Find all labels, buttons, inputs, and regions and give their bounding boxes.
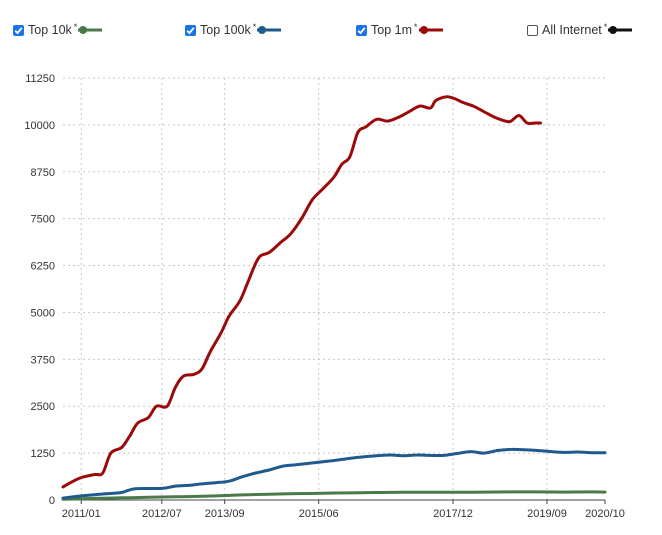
legend-label-top-10k: Top 10k xyxy=(28,23,72,37)
legend-item-top-100k[interactable]: Top 100k * xyxy=(185,22,282,38)
x-tick-label: 2020/10 xyxy=(585,508,625,520)
series-line-top-1m xyxy=(61,95,542,489)
x-tick-label: 2011/01 xyxy=(62,508,101,520)
series-line-top-100k xyxy=(61,447,607,500)
checkbox-top-1m[interactable] xyxy=(356,24,367,36)
y-tick-label: 7500 xyxy=(31,214,55,226)
y-tick-label: 3750 xyxy=(31,354,55,366)
x-tick-label: 2019/09 xyxy=(527,508,567,520)
checkbox-top-100k[interactable] xyxy=(185,24,196,36)
legend-marker-top-10k: * xyxy=(73,22,78,32)
legend-item-top-10k[interactable]: Top 10k * xyxy=(13,22,103,38)
y-tick-label: 11250 xyxy=(25,73,55,85)
y-tick-label: 5000 xyxy=(31,307,55,319)
checkbox-top-10k[interactable] xyxy=(13,24,24,36)
legend-item-top-1m[interactable]: Top 1m * xyxy=(356,22,443,38)
series-line-top-10k xyxy=(61,490,607,501)
legend-item-all-internet[interactable]: All Internet * xyxy=(527,22,633,38)
checkmark-icon xyxy=(357,26,366,34)
series-swatch-top-100k xyxy=(257,26,282,34)
x-tick-label: 2017/12 xyxy=(433,508,473,520)
checkmark-icon xyxy=(186,26,195,34)
grid-lines xyxy=(63,77,605,500)
y-tick-label: 8750 xyxy=(31,167,55,179)
legend: Top 10k * Top 100k * Top 1m * All Intern… xyxy=(0,0,662,50)
legend-label-all-internet: All Internet xyxy=(542,23,602,37)
y-tick-label: 1250 xyxy=(31,448,55,460)
x-axis: 2011/01 2012/07 2013/09 2015/06 2017/12 2019/… xyxy=(62,499,625,520)
y-tick-label: 10000 xyxy=(24,120,55,132)
y-axis: 0 1250 2500 3750 5000 6250 7500 8750 10000 11250 xyxy=(24,73,55,507)
y-tick-label: 2500 xyxy=(31,401,55,413)
series-lines xyxy=(61,95,607,501)
legend-label-top-100k: Top 100k xyxy=(200,23,251,37)
legend-marker-top-1m: * xyxy=(414,22,418,32)
x-tick-label: 2013/09 xyxy=(205,508,245,520)
series-swatch-top-10k xyxy=(78,26,103,34)
x-tick-label: 2015/06 xyxy=(299,508,339,520)
series-swatch-top-1m xyxy=(418,26,443,34)
checkbox-all-internet[interactable] xyxy=(527,24,538,36)
legend-marker-top-100k: * xyxy=(252,22,257,32)
y-tick-label: 0 xyxy=(49,495,55,507)
legend-label-top-1m: Top 1m xyxy=(371,23,412,37)
legend-marker-all-internet: * xyxy=(603,22,608,32)
series-swatch-all-internet xyxy=(608,26,633,34)
x-tick-label: 2012/07 xyxy=(142,508,182,520)
y-tick-label: 6250 xyxy=(31,261,55,273)
checkmark-icon xyxy=(14,26,23,34)
